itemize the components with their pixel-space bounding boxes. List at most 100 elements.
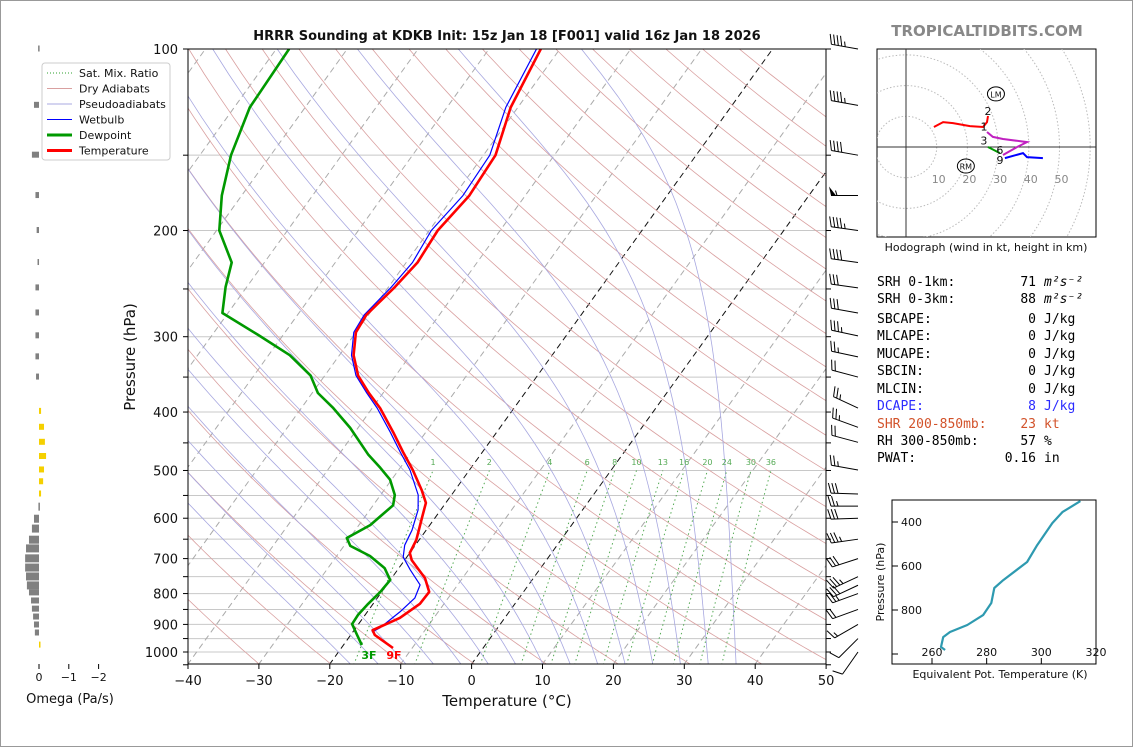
wind-barb <box>826 532 859 544</box>
mixing-ratio-line <box>651 470 708 664</box>
wind-barb <box>825 592 859 604</box>
barb-feather <box>833 140 836 152</box>
x-tick-label: 30 <box>676 674 693 689</box>
wind-barb <box>831 359 859 378</box>
stat-value: 71 <box>1020 275 1036 290</box>
barb-feather <box>829 592 837 602</box>
barb-feather <box>829 216 832 227</box>
barb-shaft <box>831 434 859 443</box>
stat-label: RH 300-850mb: <box>877 434 979 449</box>
storm-motion-label: RM <box>960 163 973 172</box>
barb-feather <box>829 140 832 151</box>
omega-bar <box>39 452 47 459</box>
x-tick-label: 20 <box>605 674 622 689</box>
temperature-line <box>352 49 542 650</box>
dry-adiabat <box>408 49 826 402</box>
omega-bar <box>25 563 39 572</box>
omega-bar <box>33 613 39 620</box>
barb-feather <box>827 496 832 507</box>
pseudoadiabat <box>188 502 351 664</box>
mixing-ratio-line <box>520 470 588 664</box>
watermark: TROPICALTIDBITS.COM <box>891 22 1083 40</box>
x-tick-label: −10 <box>387 674 414 689</box>
storm-motion-marker <box>956 158 975 174</box>
pseudoadiabat <box>457 49 709 664</box>
barb-shaft <box>831 307 859 314</box>
omega-bar <box>39 466 45 473</box>
isotherm-line <box>188 49 490 468</box>
wind-barb <box>833 386 859 409</box>
omega-bar <box>35 309 39 316</box>
barb-feather <box>833 320 836 331</box>
omega-bar <box>38 45 40 52</box>
barb-feather <box>833 341 836 353</box>
stat-label: MLCIN: <box>877 382 924 397</box>
dry-adiabat <box>298 49 826 508</box>
omega-bar <box>31 151 39 158</box>
omega-bar <box>33 621 39 628</box>
stat-label: SBCAPE: <box>877 312 932 327</box>
barb-shaft <box>831 329 859 337</box>
mixing-ratio-label: 4 <box>547 458 552 467</box>
dry-adiabat <box>188 227 691 664</box>
omega-bar <box>33 101 39 108</box>
barb-shaft <box>833 576 859 589</box>
stat-unit: in <box>1044 451 1060 466</box>
omega-bar <box>31 597 39 604</box>
hodograph-segment <box>987 146 1001 154</box>
barb-shaft <box>831 283 859 289</box>
barb-feather <box>829 556 837 567</box>
x-tick-label: −30 <box>245 674 272 689</box>
y-tick-label: 1000 <box>145 646 178 661</box>
dry-adiabat <box>188 107 826 661</box>
omega-bar <box>28 589 39 596</box>
omega-bar <box>39 641 41 648</box>
stat-row: MLCAPE: 0 J/kg <box>877 329 1075 344</box>
omega-bar <box>39 490 42 497</box>
y-tick-label: 900 <box>153 618 178 633</box>
storm-motion-marker <box>986 86 1005 102</box>
pseudoadiabat <box>188 327 489 664</box>
wind-barb <box>826 623 859 639</box>
omega-x-label: Omega (Pa/s) <box>26 692 114 707</box>
barb-feather <box>832 585 841 595</box>
stat-unit: J/kg <box>1044 347 1075 362</box>
hodograph-height-label: 3 <box>980 134 987 147</box>
omega-bar <box>26 581 39 590</box>
y-tick-label: 400 <box>153 406 178 421</box>
omega-bar <box>33 514 39 523</box>
stat-unit: m²s⁻² <box>1043 275 1083 290</box>
hodograph-segment <box>933 115 989 129</box>
mixing-ratio-line <box>673 470 728 664</box>
barb-feather <box>825 610 834 619</box>
barb-half-feather <box>839 579 844 584</box>
chart-title: HRRR Sounding at KDKB Init: 15z Jan 18 [… <box>253 29 760 44</box>
barb-feather <box>829 454 832 466</box>
wind-barb <box>829 273 859 289</box>
theta-e-x-tick-label: 300 <box>1031 646 1052 659</box>
barb-shaft <box>831 369 859 378</box>
barb-feather <box>835 408 838 420</box>
stat-label: SBCIN: <box>877 364 924 379</box>
barb-feather <box>827 509 832 520</box>
legend-label: Temperature <box>78 145 149 158</box>
barb-half-feather <box>843 223 846 229</box>
stats-table: SRH 0-1km: 71 m²s⁻² SRH 0-3km: 88 m²s⁻² SBCAPE… <box>877 275 1083 466</box>
barb-feather <box>830 319 833 331</box>
stat-row: SRH 0-3km: 88 m²s⁻² <box>877 292 1083 307</box>
pseudoadiabat <box>212 49 626 664</box>
stat-row: RH 300-850mb: 57% <box>877 434 1052 449</box>
barb-feather <box>833 90 836 102</box>
barb-half-feather <box>835 190 838 196</box>
hodograph-segment <box>1004 151 1043 160</box>
stat-row: PWAT: 0.16 in <box>877 451 1060 466</box>
theta-e-x-tick-label: 320 <box>1085 646 1106 659</box>
hodograph-ring-label: 40 <box>1024 173 1038 186</box>
stat-unit: J/kg <box>1044 364 1075 379</box>
barb-feather <box>832 670 843 675</box>
y-tick-label: 100 <box>153 43 178 58</box>
barb-shaft <box>831 464 859 471</box>
stat-value: 0 <box>1028 364 1036 379</box>
dry-adiabat <box>335 49 826 472</box>
barb-shaft <box>833 584 859 598</box>
